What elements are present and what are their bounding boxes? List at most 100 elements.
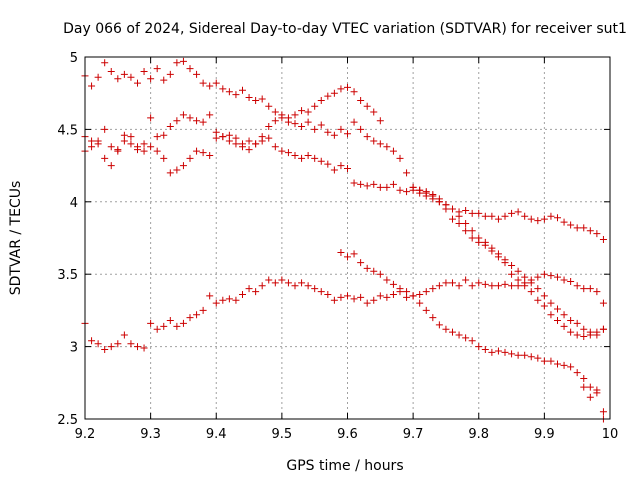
- data-point: [547, 311, 555, 319]
- data-point: [225, 295, 233, 303]
- data-point: [153, 147, 161, 155]
- data-point: [173, 117, 181, 125]
- data-point: [468, 234, 476, 242]
- data-point: [455, 282, 463, 290]
- data-point: [383, 183, 391, 191]
- data-point: [560, 218, 568, 226]
- data-point: [435, 195, 443, 203]
- data-point: [455, 331, 463, 339]
- data-point: [219, 85, 227, 93]
- data-point: [508, 262, 516, 270]
- data-point: [363, 133, 371, 141]
- data-point: [494, 250, 502, 258]
- data-point: [179, 57, 187, 65]
- data-point: [193, 70, 201, 78]
- data-point: [534, 354, 542, 362]
- data-point: [580, 325, 588, 333]
- x-tick-label: 9.3: [140, 427, 161, 442]
- data-point: [442, 279, 450, 287]
- data-point: [134, 343, 141, 351]
- data-point: [186, 314, 194, 322]
- data-point: [153, 325, 161, 333]
- data-point: [147, 75, 155, 83]
- data-point: [239, 86, 246, 94]
- data-point: [337, 85, 345, 93]
- data-point: [284, 149, 292, 157]
- y-tick-label: 4.5: [57, 123, 78, 138]
- data-point: [554, 360, 561, 368]
- data-point: [120, 70, 128, 78]
- data-point: [140, 147, 148, 155]
- data-point: [462, 220, 470, 228]
- series-track-g: [580, 383, 607, 423]
- data-point: [107, 162, 115, 170]
- data-point: [317, 288, 325, 296]
- data-point: [468, 337, 476, 345]
- data-point: [206, 111, 214, 119]
- data-point: [212, 299, 220, 307]
- data-point: [304, 118, 312, 126]
- data-point: [317, 121, 325, 129]
- data-point: [599, 408, 607, 416]
- data-point: [370, 296, 378, 304]
- data-point: [396, 154, 404, 162]
- data-point: [271, 117, 279, 125]
- data-point: [101, 154, 109, 162]
- data-point: [422, 189, 430, 197]
- data-point: [527, 353, 535, 361]
- data-point: [547, 299, 555, 307]
- data-point: [409, 183, 417, 191]
- data-point: [291, 111, 299, 119]
- data-point: [245, 94, 253, 102]
- data-point: [403, 188, 411, 196]
- data-point: [160, 322, 168, 330]
- data-point: [554, 305, 561, 313]
- data-point: [389, 290, 397, 298]
- data-point: [540, 292, 548, 300]
- data-point: [580, 374, 588, 382]
- data-point: [101, 59, 109, 67]
- data-point: [252, 140, 260, 148]
- data-point: [357, 180, 365, 188]
- data-point: [252, 288, 260, 296]
- data-point: [481, 212, 489, 220]
- data-point: [357, 259, 365, 267]
- data-point: [350, 179, 358, 187]
- data-point: [173, 166, 181, 174]
- data-point: [101, 125, 109, 133]
- data-point: [560, 276, 568, 284]
- data-point: [265, 123, 273, 131]
- data-point: [389, 147, 397, 155]
- data-point: [586, 328, 594, 336]
- series-track-e: [337, 248, 607, 416]
- data-point: [245, 137, 253, 145]
- data-point: [376, 117, 384, 125]
- data-point: [599, 325, 607, 333]
- data-point: [527, 279, 535, 287]
- data-point: [455, 220, 463, 228]
- data-point: [258, 282, 266, 290]
- data-point: [462, 227, 470, 235]
- data-point: [337, 293, 345, 301]
- data-point: [88, 337, 96, 345]
- data-point: [573, 369, 581, 377]
- data-point: [580, 383, 588, 391]
- data-point: [567, 277, 575, 285]
- data-point: [547, 272, 555, 280]
- data-point: [160, 131, 168, 139]
- data-point: [94, 137, 102, 145]
- data-point: [153, 133, 161, 141]
- x-tick-label: 10: [602, 427, 619, 442]
- data-point: [449, 215, 456, 223]
- data-point: [449, 328, 456, 336]
- data-point: [265, 276, 273, 284]
- data-point: [298, 123, 306, 131]
- data-point: [232, 134, 240, 142]
- data-point: [350, 250, 358, 258]
- data-point: [357, 125, 365, 133]
- data-point: [383, 276, 391, 284]
- data-point: [147, 114, 155, 122]
- data-point: [330, 89, 338, 97]
- data-point: [501, 256, 509, 264]
- data-point: [212, 79, 220, 87]
